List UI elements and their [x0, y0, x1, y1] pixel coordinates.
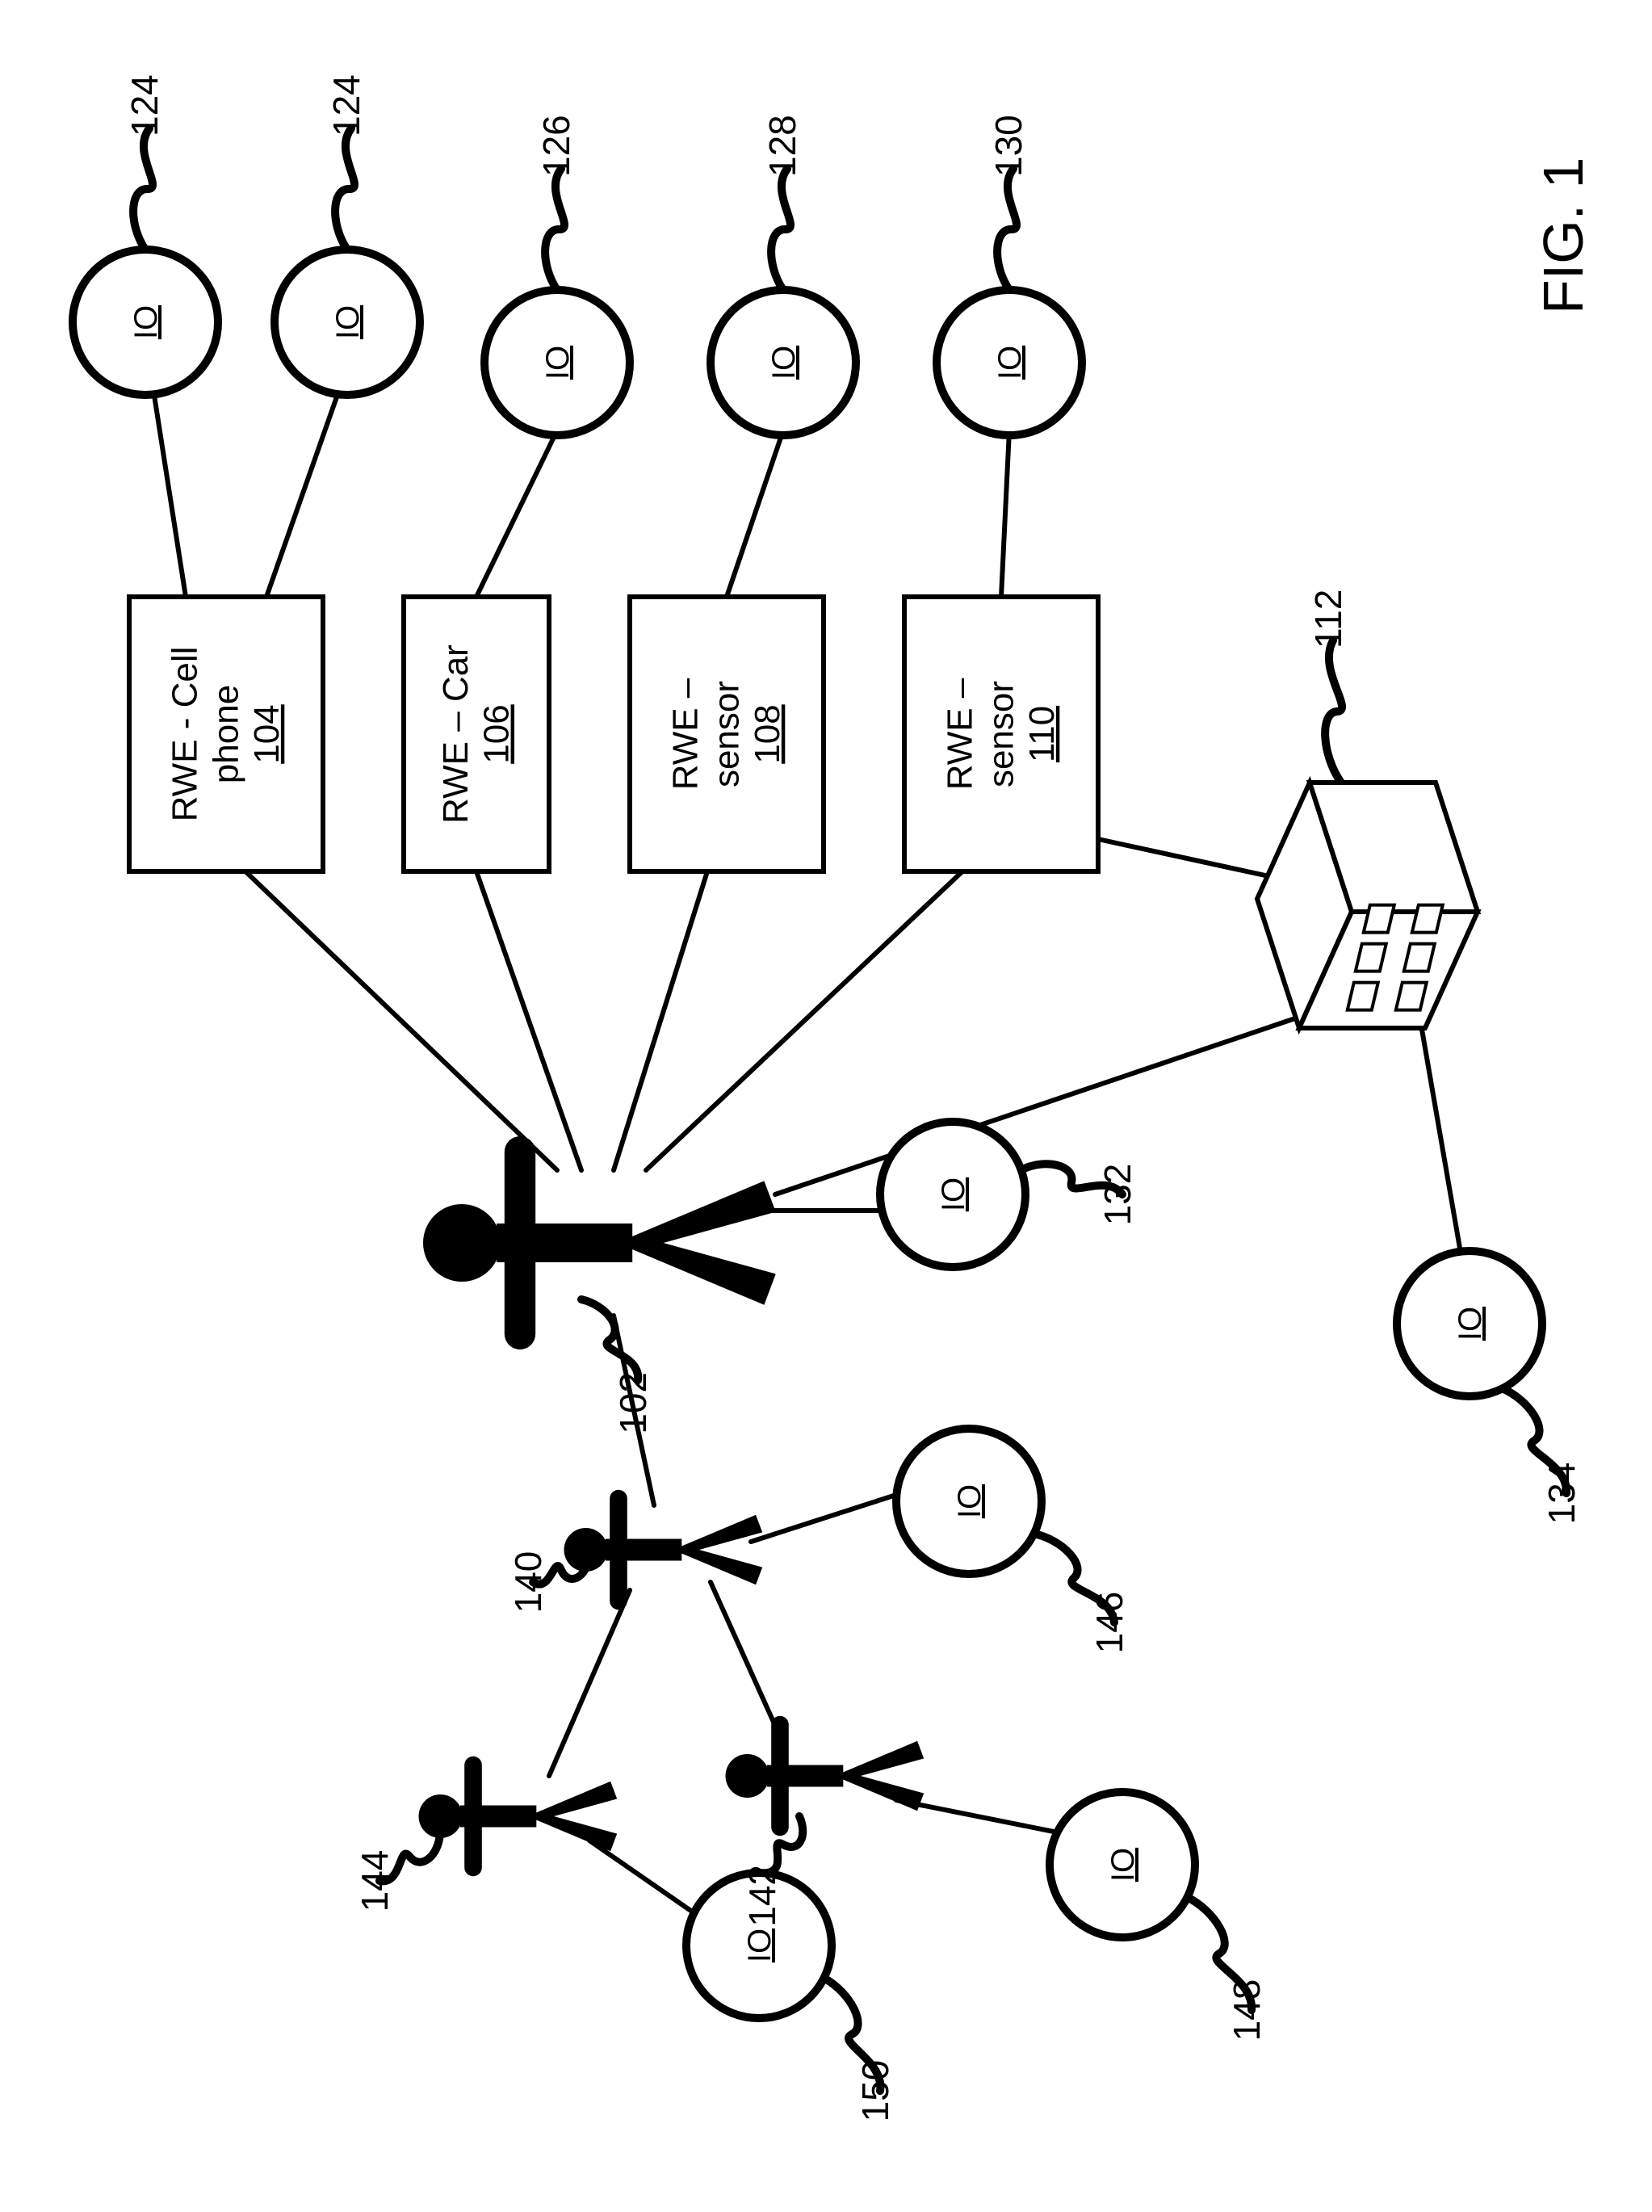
- svg-text:134: 134: [1541, 1463, 1583, 1525]
- svg-text:106: 106: [477, 704, 517, 763]
- rwe-box-sens2: RWE –sensor110: [904, 597, 1098, 871]
- svg-text:sensor: sensor: [981, 681, 1021, 787]
- svg-text:148: 148: [1226, 1979, 1268, 2042]
- rwe-box-cell: RWE - Cellphone104: [129, 597, 323, 871]
- rwe-boxes-group: RWE - Cellphone104RWE – Car106RWE –senso…: [129, 597, 1098, 871]
- diagram-svg: RWE - Cellphone104RWE – Car106RWE –senso…: [0, 0, 1652, 2212]
- svg-text:IO: IO: [330, 305, 366, 339]
- io-node-io132: IO: [880, 1122, 1025, 1267]
- svg-text:126: 126: [535, 115, 577, 177]
- figure-caption: FIG. 1: [1532, 157, 1595, 314]
- svg-text:IO: IO: [540, 346, 576, 380]
- svg-text:140: 140: [507, 1551, 549, 1614]
- svg-text:146: 146: [1088, 1592, 1130, 1654]
- io-node-io124b: IO: [275, 250, 420, 395]
- svg-text:102: 102: [612, 1372, 654, 1434]
- io-node-io124a: IO: [73, 250, 218, 395]
- io-node-io146: IO: [896, 1429, 1042, 1574]
- rwe-box-sens1: RWE –sensor108: [630, 597, 824, 871]
- people-group: [419, 1136, 925, 1876]
- svg-text:RWE –: RWE –: [666, 678, 706, 790]
- svg-text:IO: IO: [766, 346, 802, 380]
- person-p144: [419, 1757, 618, 1877]
- svg-text:IO: IO: [1453, 1307, 1488, 1341]
- rwe-box-car: RWE – Car106: [404, 597, 549, 871]
- svg-text:IO: IO: [992, 346, 1028, 380]
- svg-text:IO: IO: [742, 1929, 778, 1962]
- svg-text:IO: IO: [1105, 1848, 1141, 1882]
- svg-text:142: 142: [741, 1865, 783, 1927]
- svg-text:104: 104: [247, 704, 287, 763]
- io-node-io128: IO: [711, 290, 856, 435]
- leader-lines-group: [133, 128, 1566, 2091]
- building-group: [1257, 783, 1478, 1028]
- person-p140: [564, 1490, 763, 1610]
- svg-text:150: 150: [854, 2060, 896, 2122]
- svg-text:IO: IO: [128, 305, 164, 339]
- svg-text:RWE - Cell: RWE - Cell: [166, 647, 205, 822]
- svg-text:sensor: sensor: [707, 681, 746, 787]
- svg-text:RWE –: RWE –: [941, 678, 980, 790]
- io-node-io130: IO: [937, 290, 1082, 435]
- svg-text:132: 132: [1096, 1164, 1138, 1226]
- svg-text:130: 130: [987, 115, 1029, 177]
- svg-text:124: 124: [124, 74, 166, 136]
- io-node-io134: IO: [1397, 1251, 1542, 1396]
- svg-text:110: 110: [1022, 706, 1062, 762]
- svg-text:108: 108: [748, 704, 787, 763]
- svg-text:IO: IO: [952, 1484, 987, 1518]
- svg-text:IO: IO: [936, 1177, 971, 1211]
- person-p142: [726, 1716, 925, 1836]
- svg-text:124: 124: [325, 74, 367, 136]
- svg-text:144: 144: [354, 1850, 396, 1912]
- svg-text:128: 128: [761, 115, 803, 177]
- svg-text:phone: phone: [206, 685, 245, 783]
- io-node-io148: IO: [1050, 1792, 1195, 1937]
- svg-text:RWE – Car: RWE – Car: [436, 644, 476, 824]
- io-node-io126: IO: [484, 290, 630, 435]
- svg-text:112: 112: [1307, 590, 1349, 648]
- figure-canvas: RWE - Cellphone104RWE – Car106RWE –senso…: [0, 0, 1652, 2212]
- person-p102: [423, 1136, 776, 1349]
